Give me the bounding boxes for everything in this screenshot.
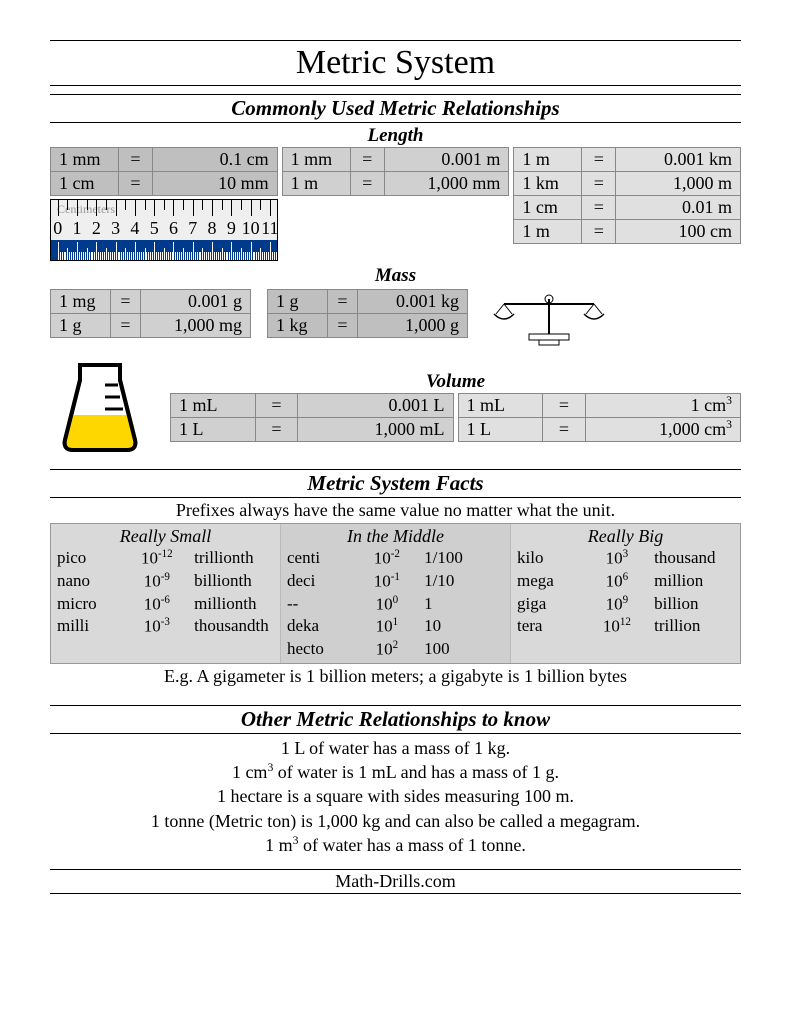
length-tables: 1 mm=0.1 cm1 cm=10 mm Centimeters 012345… bbox=[50, 147, 741, 261]
table-row: 1 cm=0.01 m bbox=[514, 196, 741, 220]
table-row: 1 L=1,000 cm3 bbox=[458, 417, 741, 441]
footer-credit: Math-Drills.com bbox=[50, 869, 741, 894]
table-row: 1 m=1,000 mm bbox=[282, 172, 509, 196]
ruler-number: 7 bbox=[188, 218, 197, 239]
table-row: 1 mm=0.1 cm bbox=[51, 148, 278, 172]
section3-heading: Other Metric Relationships to know bbox=[50, 705, 741, 734]
length-col3: 1 m=0.001 km1 km=1,000 m1 cm=0.01 m1 m=1… bbox=[513, 147, 741, 244]
mass-subhead: Mass bbox=[50, 265, 741, 287]
ruler-number: 0 bbox=[53, 218, 62, 239]
prefix-row: deka10110 bbox=[287, 615, 504, 638]
length-col2: 1 mm=0.001 m1 m=1,000 mm bbox=[282, 147, 510, 196]
table-row: 1 kg=1,000 g bbox=[268, 314, 468, 338]
table-row: 1 mg=0.001 g bbox=[51, 290, 251, 314]
beaker-icon bbox=[50, 355, 150, 455]
length-col1: 1 mm=0.1 cm1 cm=10 mm bbox=[50, 147, 278, 196]
section1-heading: Commonly Used Metric Relationships bbox=[50, 94, 741, 123]
table-row: 1 m=0.001 km bbox=[514, 148, 741, 172]
prefix-row: --1001 bbox=[287, 593, 504, 616]
mass-col2: 1 g=0.001 kg1 kg=1,000 g bbox=[267, 289, 468, 338]
prefix-row: pico10-12trillionth bbox=[57, 547, 274, 570]
ruler-number: 9 bbox=[227, 218, 236, 239]
ruler-number: 10 bbox=[242, 218, 260, 239]
ruler-number: 8 bbox=[208, 218, 217, 239]
table-row: 1 mm=0.001 m bbox=[282, 148, 509, 172]
fact-line: 1 L of water has a mass of 1 kg. bbox=[50, 736, 741, 760]
prefix-row: tera1012trillion bbox=[517, 615, 734, 638]
table-row: 1 mL=0.001 L bbox=[171, 393, 454, 417]
table-row: 1 mL=1 cm3 bbox=[458, 393, 741, 417]
table-row: 1 g=0.001 kg bbox=[268, 290, 468, 314]
mass-col1: 1 mg=0.001 g1 g=1,000 mg bbox=[50, 289, 251, 338]
ruler-number: 3 bbox=[111, 218, 120, 239]
ruler-number: 11 bbox=[261, 218, 278, 239]
section2-heading: Metric System Facts bbox=[50, 469, 741, 498]
volume-col2: 1 mL=1 cm31 L=1,000 cm3 bbox=[458, 393, 742, 442]
prefix-row: micro10-6millionth bbox=[57, 593, 274, 616]
prefix-row: giga109billion bbox=[517, 593, 734, 616]
volume-col1: 1 mL=0.001 L1 L=1,000 mL bbox=[170, 393, 454, 442]
prefix-row: centi10-21/100 bbox=[287, 547, 504, 570]
facts-list: 1 L of water has a mass of 1 kg.1 cm3 of… bbox=[50, 736, 741, 857]
prefix-table: Really Smallpico10-12trillionthnano10-9b… bbox=[50, 523, 741, 664]
prefixes-intro: Prefixes always have the same value no m… bbox=[50, 500, 741, 521]
balance-scale-icon bbox=[484, 289, 614, 349]
prefix-col-big: Really Bigkilo103thousandmega106milliong… bbox=[510, 524, 740, 663]
ruler-icon: Centimeters 01234567891011 bbox=[50, 199, 278, 261]
ruler-number: 6 bbox=[169, 218, 178, 239]
fact-line: 1 hectare is a square with sides measuri… bbox=[50, 784, 741, 808]
prefix-col-small: Really Smallpico10-12trillionthnano10-9b… bbox=[51, 524, 280, 663]
table-row: 1 L=1,000 mL bbox=[171, 417, 454, 441]
fact-line: 1 tonne (Metric ton) is 1,000 kg and can… bbox=[50, 809, 741, 833]
fact-line: 1 m3 of water has a mass of 1 tonne. bbox=[50, 833, 741, 857]
prefix-row: mega106million bbox=[517, 570, 734, 593]
prefix-example: E.g. A gigameter is 1 billion meters; a … bbox=[50, 666, 741, 687]
volume-subhead: Volume bbox=[170, 371, 741, 393]
prefix-col-middle: In the Middlecenti10-21/100deci10-11/10-… bbox=[280, 524, 510, 663]
prefix-col-heading: Really Small bbox=[57, 526, 274, 547]
prefix-row: nano10-9billionth bbox=[57, 570, 274, 593]
length-subhead: Length bbox=[50, 125, 741, 147]
ruler-number: 1 bbox=[73, 218, 82, 239]
ruler-number: 4 bbox=[130, 218, 139, 239]
page-title: Metric System bbox=[50, 40, 741, 86]
table-row: 1 m=100 cm bbox=[514, 220, 741, 244]
prefix-row: kilo103thousand bbox=[517, 547, 734, 570]
prefix-row: hecto102100 bbox=[287, 638, 504, 661]
ruler-number: 5 bbox=[150, 218, 159, 239]
fact-line: 1 cm3 of water is 1 mL and has a mass of… bbox=[50, 760, 741, 784]
prefix-col-heading: Really Big bbox=[517, 526, 734, 547]
prefix-row: deci10-11/10 bbox=[287, 570, 504, 593]
table-row: 1 cm=10 mm bbox=[51, 172, 278, 196]
ruler-number: 2 bbox=[92, 218, 101, 239]
table-row: 1 g=1,000 mg bbox=[51, 314, 251, 338]
table-row: 1 km=1,000 m bbox=[514, 172, 741, 196]
prefix-row: milli10-3thousandth bbox=[57, 615, 274, 638]
prefix-col-heading: In the Middle bbox=[287, 526, 504, 547]
